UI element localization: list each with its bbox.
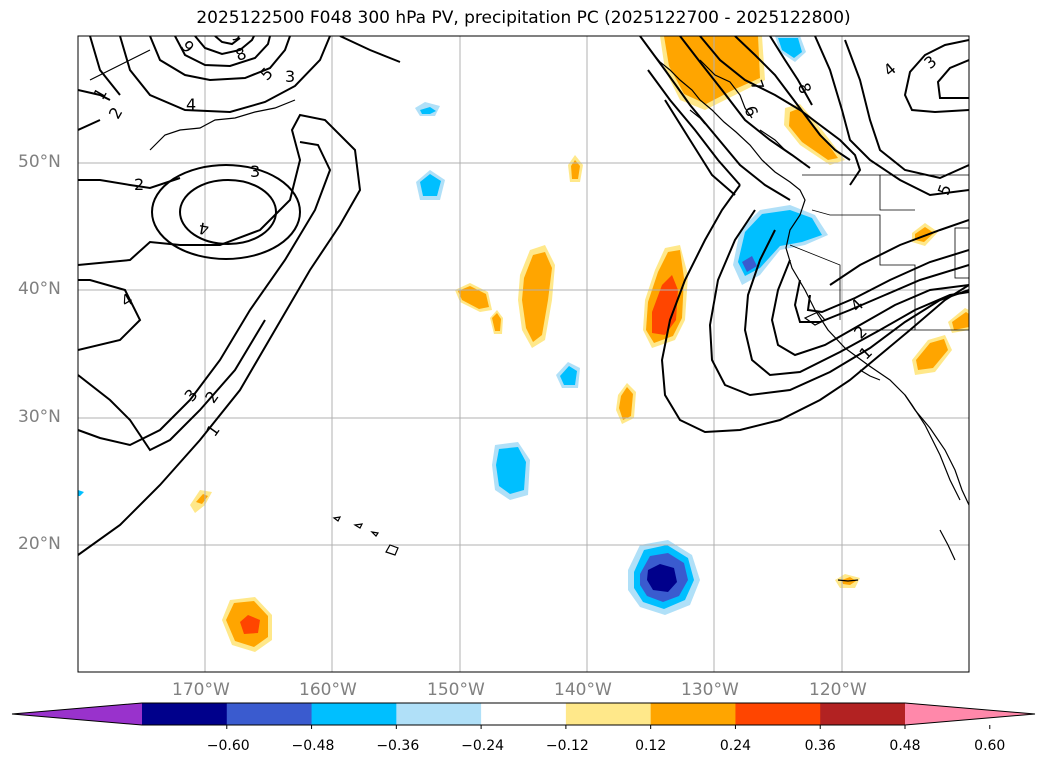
colorbar-tick-label: −0.48: [291, 738, 335, 754]
lon-label: 130°W: [681, 680, 739, 700]
precip-negative-area: [78, 490, 84, 496]
lon-label: 140°W: [554, 680, 612, 700]
colorbar-segment: [396, 703, 482, 725]
colorbar-extend-high: [905, 703, 1035, 725]
contour-label: 4: [197, 218, 210, 238]
precip-negative-area: [420, 107, 436, 114]
colorbar-outline: [11, 702, 1036, 726]
lon-label: 150°W: [427, 680, 485, 700]
colorbar-segment: [565, 703, 652, 725]
lat-label: 50°N: [18, 152, 61, 172]
precip-positive-area: [789, 108, 838, 160]
colorbar-tick-label: −0.24: [461, 738, 505, 754]
map-frame: [77, 35, 970, 673]
precip-negative-area: [420, 174, 441, 196]
precip-negative-area: [647, 564, 677, 592]
precip-shading: [78, 36, 969, 652]
contour-label: 3: [227, 23, 243, 44]
contour-label: 3: [285, 67, 295, 86]
lon-label: 160°W: [299, 680, 357, 700]
colorbar-segment: [735, 703, 821, 725]
colorbar: [11, 702, 1036, 729]
colorbar-segment: [820, 703, 906, 725]
lat-label: 30°N: [18, 407, 61, 427]
colorbar-segment: [650, 703, 736, 725]
precip-positive-area: [458, 286, 489, 309]
precip-negative-area: [742, 256, 757, 272]
colorbar-tick-label: −0.36: [376, 738, 420, 754]
contour-label: 4: [186, 95, 196, 114]
precip-positive-area: [619, 387, 633, 420]
colorbar-tick-label: 0.60: [974, 738, 1006, 754]
precip-positive-area: [952, 312, 969, 330]
lon-label: 120°W: [809, 680, 867, 700]
colorbar-segment: [226, 703, 313, 725]
precip-positive-area: [916, 339, 948, 370]
colorbar-tick-label: 0.12: [635, 738, 667, 754]
contour-label: 2: [134, 175, 144, 194]
lat-label: 40°N: [18, 279, 61, 299]
lat-label: 20°N: [18, 534, 61, 554]
precip-negative-area: [496, 447, 526, 494]
precip-negative-area: [778, 38, 802, 58]
precip-positive-area: [522, 252, 552, 342]
graticule: [78, 36, 969, 672]
precip-positive-area: [571, 160, 580, 179]
pv-contours: [78, 36, 969, 556]
colorbar-tick-label: 0.24: [719, 738, 752, 754]
colorbar-segment: [311, 703, 397, 725]
colorbar-tick-label: −0.60: [206, 738, 250, 754]
colorbar-tick-label: −0.12: [545, 738, 589, 754]
political-borders: [789, 174, 969, 331]
colorbar-segment: [481, 703, 567, 725]
lon-label: 170°W: [172, 680, 230, 700]
colorbar-tick-label: 0.48: [889, 738, 921, 754]
chart-title: 2025122500 F048 300 hPa PV, precipitatio…: [196, 8, 851, 28]
precip-positive-area: [492, 313, 501, 331]
contour-label: 3: [250, 162, 260, 181]
precip-negative-area: [560, 366, 577, 385]
colorbar-segment: [142, 703, 228, 725]
colorbar-tick-label: 0.36: [804, 738, 836, 754]
colorbar-extend-low: [12, 703, 142, 725]
precip-negative-area: [738, 210, 822, 276]
precip-positive-area: [240, 615, 260, 634]
